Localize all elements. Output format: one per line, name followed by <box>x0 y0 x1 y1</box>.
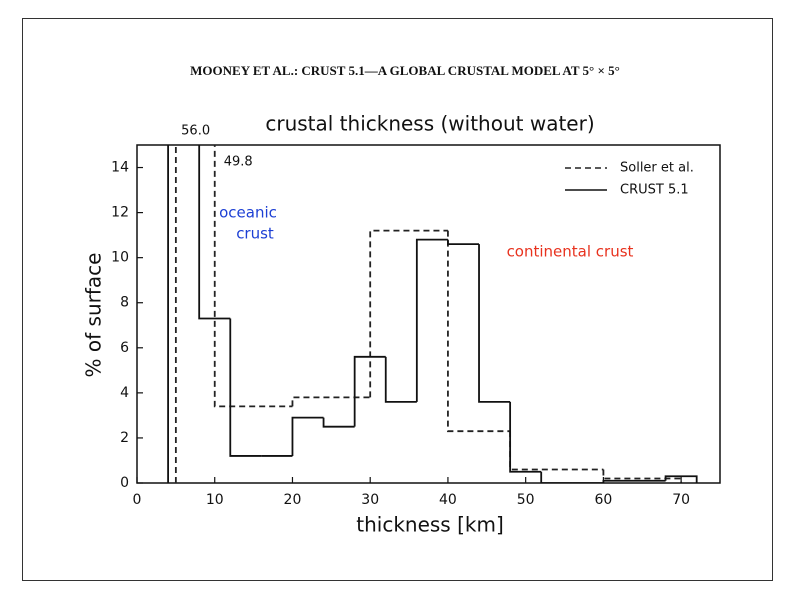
x-tick-label: 0 <box>133 492 142 508</box>
annotation: crust <box>236 225 274 243</box>
histogram-bar <box>213 145 293 408</box>
histogram-bar <box>291 396 371 407</box>
y-tick-label: 4 <box>120 385 129 401</box>
x-tick-label: 30 <box>361 492 379 508</box>
plot-area <box>167 145 698 483</box>
histogram-bar <box>229 318 262 457</box>
histogram-bar <box>540 471 573 483</box>
y-tick-label: 10 <box>111 250 129 266</box>
histogram-bar <box>291 416 324 456</box>
x-axis-label: thickness [km] <box>356 513 504 537</box>
y-axis-label: % of surface <box>82 253 106 378</box>
legend-label: CRUST 5.1 <box>620 183 689 198</box>
x-tick-label: 10 <box>206 492 224 508</box>
annotation: oceanic <box>219 204 277 222</box>
x-tick-label: 20 <box>284 492 302 508</box>
y-tick-label: 2 <box>120 430 129 446</box>
value-label: 49.8 <box>224 155 253 170</box>
plot-frame <box>136 144 721 484</box>
annotation: continental crust <box>507 243 634 261</box>
histogram-bar <box>198 145 231 320</box>
histogram-bar <box>602 469 683 483</box>
y-tick-label: 0 <box>120 475 129 491</box>
x-tick-label: 70 <box>672 492 690 508</box>
histogram-bar <box>447 239 480 246</box>
histogram-bar <box>664 475 698 483</box>
y-tick-label: 14 <box>111 160 129 176</box>
histogram-bar <box>415 238 448 402</box>
histogram-bar <box>322 417 355 428</box>
chart-title: crustal thickness (without water) <box>265 112 594 136</box>
histogram-bar <box>509 431 604 471</box>
histogram-bar <box>353 355 386 427</box>
slide-frame <box>22 18 773 581</box>
y-tick-label: 8 <box>120 295 129 311</box>
y-tick-label: 12 <box>111 205 129 221</box>
histogram-bar <box>478 244 511 403</box>
legend-label: Soller et al. <box>620 161 694 176</box>
x-tick-label: 60 <box>594 492 612 508</box>
histogram-bar <box>509 401 542 473</box>
x-tick-label: 40 <box>439 492 457 508</box>
y-tick-label: 6 <box>120 340 129 356</box>
x-tick-label: 50 <box>517 492 535 508</box>
histogram-bar <box>369 229 448 398</box>
histogram-bar <box>384 356 417 403</box>
value-label: 56.0 <box>181 124 210 139</box>
figure-header: MOONEY ET AL.: CRUST 5.1—A GLOBAL CRUSTA… <box>190 63 620 78</box>
histogram-bar <box>447 230 511 433</box>
